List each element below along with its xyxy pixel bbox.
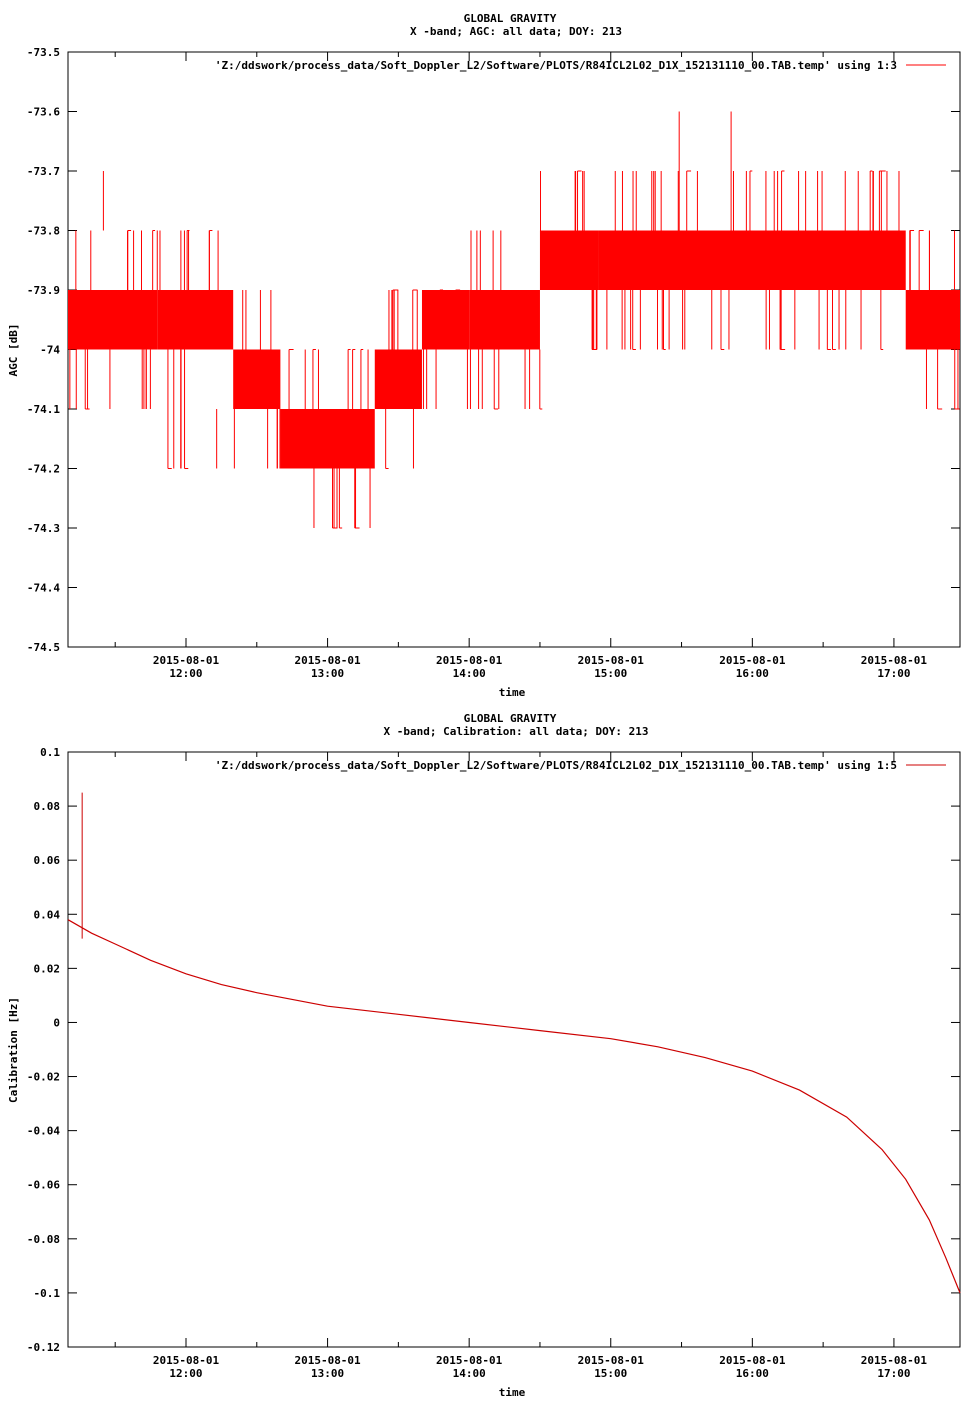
calibration-x-tick-date: 2015-08-01 <box>436 1354 503 1367</box>
agc-band <box>374 349 422 409</box>
agc-x-tick-time: 16:00 <box>736 667 769 680</box>
calibration-y-tick-label: 0.02 <box>34 962 61 975</box>
agc-x-tick-time: 15:00 <box>594 667 627 680</box>
agc-chart-subtitle: X -band; AGC: all data; DOY: 213 <box>410 25 622 38</box>
agc-y-axis-label: AGC [dB] <box>7 324 20 377</box>
calibration-y-tick-label: -0.04 <box>27 1125 60 1138</box>
agc-y-tick-label: -74.5 <box>27 641 60 654</box>
agc-y-tick-label: -74.4 <box>27 582 60 595</box>
calibration-x-tick-date: 2015-08-01 <box>578 1354 645 1367</box>
calibration-y-tick-label: 0.04 <box>34 908 61 921</box>
calibration-y-tick-label: -0.02 <box>27 1071 60 1084</box>
agc-y-tick-label: -73.5 <box>27 46 60 59</box>
calibration-chart-subtitle: X -band; Calibration: all data; DOY: 213 <box>384 725 649 738</box>
agc-y-tick-label: -73.9 <box>27 284 60 297</box>
agc-band <box>157 290 234 350</box>
calibration-x-tick-time: 17:00 <box>877 1367 910 1380</box>
calibration-x-axis: 2015-08-0112:002015-08-0113:002015-08-01… <box>114 752 928 1380</box>
calibration-legend-label: 'Z:/ddswork/process_data/Soft_Doppler_L2… <box>215 759 897 772</box>
agc-x-tick-time: 17:00 <box>877 667 910 680</box>
agc-y-tick-label: -74 <box>40 344 60 357</box>
calibration-chart: GLOBAL GRAVITY X -band; Calibration: all… <box>7 712 961 1399</box>
calibration-y-tick-label: 0.06 <box>34 854 61 867</box>
agc-legend-label: 'Z:/ddswork/process_data/Soft_Doppler_L2… <box>215 59 897 72</box>
agc-band <box>421 290 470 350</box>
agc-x-tick-date: 2015-08-01 <box>294 654 361 667</box>
calibration-y-tick-label: -0.1 <box>34 1287 61 1300</box>
calibration-x-tick-time: 14:00 <box>453 1367 486 1380</box>
agc-x-tick-date: 2015-08-01 <box>436 654 503 667</box>
agc-y-tick-label: -73.8 <box>27 225 60 238</box>
agc-band <box>469 290 540 350</box>
agc-band <box>233 349 281 409</box>
calibration-x-tick-time: 15:00 <box>594 1367 627 1380</box>
calibration-y-axis: 0.1 0.08 0.06 0.04 0.02 0 -0.02 -0.04 -0.06 -0.08… <box>27 746 960 1354</box>
agc-band <box>68 290 158 350</box>
calibration-y-tick-label: -0.06 <box>27 1179 60 1192</box>
agc-x-axis: 2015-08-0112:002015-08-0113:002015-08-01… <box>114 52 928 680</box>
agc-x-tick-time: 13:00 <box>311 667 344 680</box>
agc-y-tick-label: -73.6 <box>27 106 60 119</box>
agc-x-tick-date: 2015-08-01 <box>153 654 220 667</box>
agc-x-axis-label: time <box>499 686 526 699</box>
agc-x-tick-time: 12:00 <box>169 667 202 680</box>
agc-y-tick-label: -74.2 <box>27 463 60 476</box>
agc-y-tick-label: -74.1 <box>27 403 60 416</box>
calibration-y-tick-label: -0.08 <box>27 1233 60 1246</box>
agc-y-tick-label: -74.3 <box>27 522 60 535</box>
calibration-plot-frame <box>67 751 961 1348</box>
agc-series <box>68 111 960 529</box>
agc-band <box>905 290 960 350</box>
agc-y-tick-label: -73.7 <box>27 165 60 178</box>
calibration-x-tick-date: 2015-08-01 <box>861 1354 928 1367</box>
calibration-x-axis-label: time <box>499 1386 526 1399</box>
agc-x-tick-time: 14:00 <box>453 667 486 680</box>
agc-y-axis: -73.5 -73.6 -73.7 -73.8 -73.9 -74 -74.1 -74.2 -7… <box>27 46 960 654</box>
calibration-x-tick-date: 2015-08-01 <box>294 1354 361 1367</box>
agc-band <box>598 230 906 290</box>
calibration-line <box>67 919 961 1294</box>
calibration-y-axis-label: Calibration [Hz] <box>7 997 20 1103</box>
calibration-x-tick-date: 2015-08-01 <box>153 1354 220 1367</box>
calibration-y-tick-label: 0.08 <box>34 800 61 813</box>
agc-band <box>539 230 599 290</box>
calibration-x-tick-date: 2015-08-01 <box>719 1354 786 1367</box>
calibration-y-tick-label: -0.12 <box>27 1341 60 1354</box>
calibration-x-tick-time: 13:00 <box>311 1367 344 1380</box>
calibration-x-tick-time: 12:00 <box>169 1367 202 1380</box>
calibration-y-tick-label: 0.1 <box>40 746 60 759</box>
calibration-x-tick-time: 16:00 <box>736 1367 769 1380</box>
calibration-series <box>67 792 961 1294</box>
agc-chart: GLOBAL GRAVITY X -band; AGC: all data; D… <box>7 12 961 699</box>
calibration-y-tick-label: 0 <box>53 1016 60 1029</box>
agc-x-tick-date: 2015-08-01 <box>861 654 928 667</box>
agc-band <box>280 409 375 469</box>
agc-chart-title: GLOBAL GRAVITY <box>464 12 557 25</box>
agc-x-tick-date: 2015-08-01 <box>578 654 645 667</box>
calibration-chart-title: GLOBAL GRAVITY <box>464 712 557 725</box>
agc-x-tick-date: 2015-08-01 <box>719 654 786 667</box>
